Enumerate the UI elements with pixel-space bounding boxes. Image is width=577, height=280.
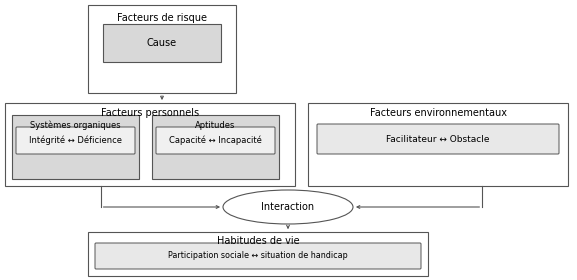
FancyBboxPatch shape (16, 127, 135, 154)
Text: Facteurs de risque: Facteurs de risque (117, 13, 207, 23)
FancyBboxPatch shape (95, 243, 421, 269)
FancyBboxPatch shape (103, 24, 221, 62)
Text: Interaction: Interaction (261, 202, 314, 212)
Text: Systèmes organiques: Systèmes organiques (30, 120, 121, 130)
FancyBboxPatch shape (88, 5, 236, 93)
FancyBboxPatch shape (5, 103, 295, 186)
FancyBboxPatch shape (308, 103, 568, 186)
Text: Facteurs environnementaux: Facteurs environnementaux (369, 108, 507, 118)
Text: Facilitateur ↔ Obstacle: Facilitateur ↔ Obstacle (386, 134, 490, 143)
Text: Cause: Cause (147, 38, 177, 48)
Text: Habitudes de vie: Habitudes de vie (217, 236, 299, 246)
Ellipse shape (223, 190, 353, 224)
FancyBboxPatch shape (152, 115, 279, 179)
FancyBboxPatch shape (156, 127, 275, 154)
Text: Facteurs personnels: Facteurs personnels (101, 108, 199, 118)
FancyBboxPatch shape (317, 124, 559, 154)
FancyBboxPatch shape (88, 232, 428, 276)
Text: Participation sociale ↔ situation de handicap: Participation sociale ↔ situation de han… (168, 251, 348, 260)
Text: Capacité ↔ Incapacité: Capacité ↔ Incapacité (169, 136, 262, 145)
FancyBboxPatch shape (12, 115, 139, 179)
Text: Intégrité ↔ Déficience: Intégrité ↔ Déficience (29, 136, 122, 145)
Text: Aptitudes: Aptitudes (195, 120, 235, 129)
